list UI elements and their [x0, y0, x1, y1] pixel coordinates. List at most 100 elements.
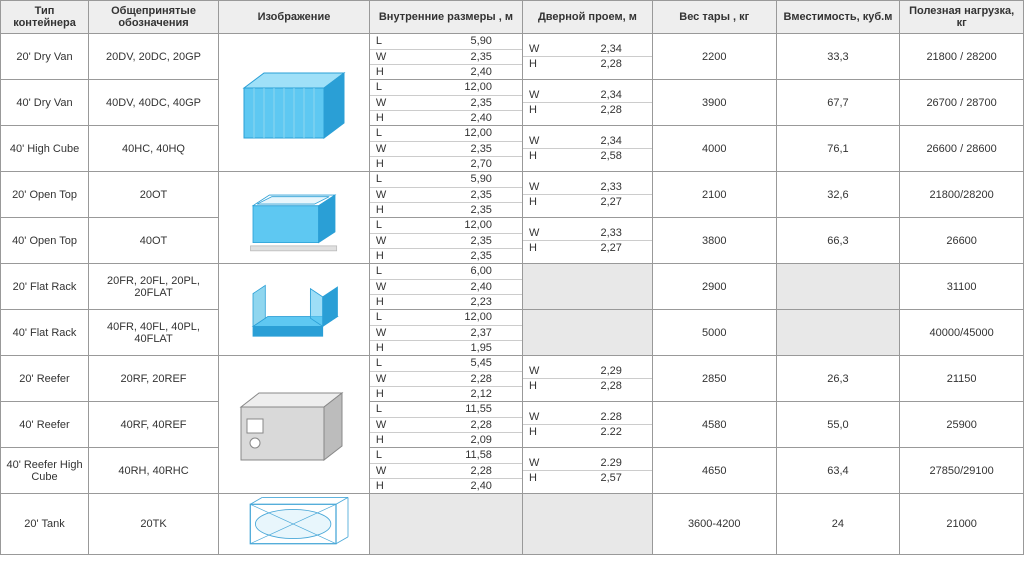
- cell-door: W2,34H2,28: [522, 80, 652, 126]
- cell-tare: 2900: [652, 264, 776, 310]
- cell-door-blank: [522, 494, 652, 555]
- cell-payload: 40000/45000: [900, 310, 1024, 356]
- cell-capacity: 63,4: [776, 448, 900, 494]
- cell-type: 20' Dry Van: [1, 34, 89, 80]
- cell-payload: 31100: [900, 264, 1024, 310]
- flatrack-icon: [229, 269, 359, 351]
- cell-designation: 40DV, 40DC, 40GP: [89, 80, 219, 126]
- cell-type: 40' Reefer High Cube: [1, 448, 89, 494]
- cell-designation: 20TK: [89, 494, 219, 555]
- cell-tare: 4000: [652, 126, 776, 172]
- table-row: 40' Flat Rack40FR, 40FL, 40PL, 40FLATL12…: [1, 310, 1024, 356]
- dims-inner: W2,29H2,28: [523, 364, 652, 394]
- header-image: Изображение: [219, 1, 370, 34]
- dims-inner: W2.28H2.22: [523, 410, 652, 440]
- dims-inner: L11,55W2,28H2,09: [370, 402, 522, 447]
- cell-internal-dims: L6,00W2,40H2,23: [369, 264, 522, 310]
- cell-designation: 20FR, 20FL, 20PL, 20FLAT: [89, 264, 219, 310]
- cell-payload: 26700 / 28700: [900, 80, 1024, 126]
- cell-tare: 3800: [652, 218, 776, 264]
- cell-capacity: 67,7: [776, 80, 900, 126]
- cell-door: W2,33H2,27: [522, 218, 652, 264]
- cell-capacity: 66,3: [776, 218, 900, 264]
- cell-internal-dims: L12,00W2,35H2,70: [369, 126, 522, 172]
- dims-inner: L6,00W2,40H2,23: [370, 264, 522, 309]
- opentop-icon: [229, 177, 359, 259]
- dims-inner: W2,34H2,58: [523, 134, 652, 164]
- cell-designation: 20RF, 20REF: [89, 356, 219, 402]
- cell-door-blank: [522, 264, 652, 310]
- cell-type: 40' High Cube: [1, 126, 89, 172]
- cell-capacity-blank: [776, 264, 900, 310]
- cell-internal-dims: L11,55W2,28H2,09: [369, 402, 522, 448]
- cell-payload: 21000: [900, 494, 1024, 555]
- header-capacity: Вместимость, куб.м: [776, 1, 900, 34]
- cell-type: 20' Tank: [1, 494, 89, 555]
- cell-image: [219, 264, 370, 356]
- cell-type: 20' Open Top: [1, 172, 89, 218]
- cell-designation: 40FR, 40FL, 40PL, 40FLAT: [89, 310, 219, 356]
- dims-inner: L5,90W2,35H2,40: [370, 34, 522, 79]
- table-row: 40' High Cube40HC, 40HQ L12,00W2,35H2,70W…: [1, 126, 1024, 172]
- cell-door: W2,29H2,28: [522, 356, 652, 402]
- cell-designation: 40RF, 40REF: [89, 402, 219, 448]
- cell-internal-dims: L12,00W2,35H2,40: [369, 80, 522, 126]
- table-row: 40' Reefer40RF, 40REF L11,55W2,28H2,09W2.…: [1, 402, 1024, 448]
- tank-icon: [229, 494, 359, 554]
- cell-door: W2.28H2.22: [522, 402, 652, 448]
- cell-door-blank: [522, 310, 652, 356]
- cell-payload: 26600: [900, 218, 1024, 264]
- cell-image: [219, 172, 370, 264]
- dims-inner: W2.29H2,57: [523, 456, 652, 486]
- cell-capacity: 24: [776, 494, 900, 555]
- cell-capacity: 55,0: [776, 402, 900, 448]
- cell-type: 20' Reefer: [1, 356, 89, 402]
- dims-inner: L12,00W2,35H2,70: [370, 126, 522, 171]
- reefer-icon: [229, 361, 359, 489]
- header-tare-weight: Вес тары , кг: [652, 1, 776, 34]
- cell-payload: 21150: [900, 356, 1024, 402]
- cell-payload: 25900: [900, 402, 1024, 448]
- cell-capacity: 33,3: [776, 34, 900, 80]
- dryvan-icon: [229, 39, 359, 167]
- cell-payload: 26600 / 28600: [900, 126, 1024, 172]
- cell-door: W2,33H2,27: [522, 172, 652, 218]
- cell-capacity: 32,6: [776, 172, 900, 218]
- cell-designation: 40HC, 40HQ: [89, 126, 219, 172]
- cell-internal-dims: L12,00W2,35H2,35: [369, 218, 522, 264]
- cell-internal-dims: L12,00W2,37H1,95: [369, 310, 522, 356]
- dims-inner: L12,00W2,35H2,35: [370, 218, 522, 263]
- dims-inner: L5,45W2,28H2,12: [370, 356, 522, 401]
- table-row: 20' Flat Rack20FR, 20FL, 20PL, 20FLAT L6…: [1, 264, 1024, 310]
- cell-type: 40' Reefer: [1, 402, 89, 448]
- dims-inner: W2,33H2,27: [523, 226, 652, 256]
- cell-payload: 27850/29100: [900, 448, 1024, 494]
- cell-capacity-blank: [776, 310, 900, 356]
- cell-type: 20' Flat Rack: [1, 264, 89, 310]
- cell-door: W2,34H2,58: [522, 126, 652, 172]
- cell-designation: 20DV, 20DC, 20GP: [89, 34, 219, 80]
- cell-capacity: 76,1: [776, 126, 900, 172]
- dims-inner: L12,00W2,35H2,40: [370, 80, 522, 125]
- cell-tare: 2200: [652, 34, 776, 80]
- cell-internal-dims: L5,90W2,35H2,40: [369, 34, 522, 80]
- dims-inner: L12,00W2,37H1,95: [370, 310, 522, 355]
- cell-door: W2.29H2,57: [522, 448, 652, 494]
- cell-image: [219, 34, 370, 172]
- cell-tare: 4580: [652, 402, 776, 448]
- header-row: Тип контейнера Общепринятые обозначения …: [1, 1, 1024, 34]
- cell-payload: 21800/28200: [900, 172, 1024, 218]
- cell-tare: 3900: [652, 80, 776, 126]
- header-designations: Общепринятые обозначения: [89, 1, 219, 34]
- cell-tare: 3600-4200: [652, 494, 776, 555]
- container-spec-table: Тип контейнера Общепринятые обозначения …: [0, 0, 1024, 555]
- cell-tare: 2850: [652, 356, 776, 402]
- cell-designation: 40OT: [89, 218, 219, 264]
- dims-inner: W2,34H2,28: [523, 88, 652, 118]
- cell-internal-dims-blank: [369, 494, 522, 555]
- cell-internal-dims: L5,90W2,35H2,35: [369, 172, 522, 218]
- header-payload: Полезная нагрузка, кг: [900, 1, 1024, 34]
- header-internal-dims: Внутренние размеры , м: [369, 1, 522, 34]
- dims-inner: L11,58W2,28H2,40: [370, 448, 522, 493]
- cell-tare: 4650: [652, 448, 776, 494]
